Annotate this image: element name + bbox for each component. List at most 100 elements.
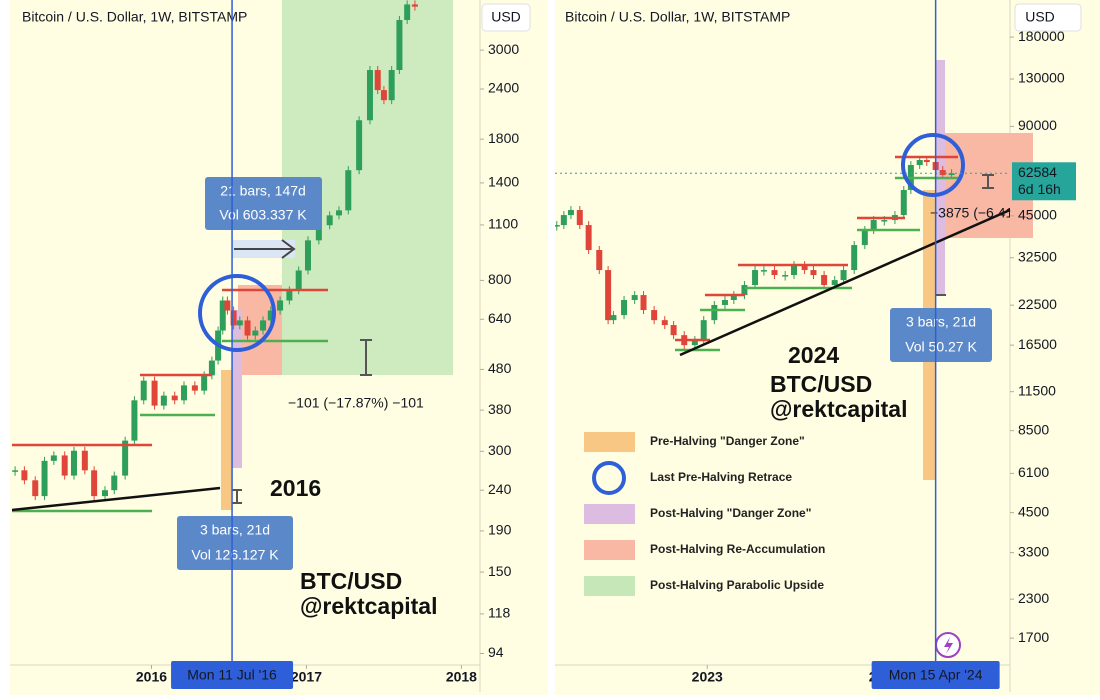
candle-body bbox=[326, 215, 333, 226]
y-tick-label: 130000 bbox=[1018, 70, 1065, 86]
alert-bolt bbox=[944, 637, 953, 654]
y-tick-label: 480 bbox=[488, 360, 512, 376]
y-tick-label: 3000 bbox=[488, 41, 519, 57]
candle-body bbox=[596, 249, 603, 271]
candle-body bbox=[286, 290, 293, 301]
candle-body bbox=[831, 280, 838, 286]
legend-swatch bbox=[584, 576, 635, 596]
currency-button[interactable] bbox=[481, 3, 531, 32]
candle-body bbox=[396, 20, 403, 71]
candle-body bbox=[782, 275, 789, 277]
currency-button[interactable] bbox=[1014, 3, 1082, 32]
measure-bracket bbox=[360, 339, 372, 376]
countdown-label: 6d 16h bbox=[1018, 181, 1061, 197]
candle-body bbox=[610, 315, 617, 321]
last-price-box bbox=[1012, 162, 1076, 201]
range-arrow bbox=[234, 239, 296, 259]
candle-body bbox=[585, 225, 592, 250]
y-tick-label: 94 bbox=[488, 644, 504, 660]
x-tick-label: 2017 bbox=[291, 669, 322, 685]
retrace-circle bbox=[901, 133, 965, 197]
candle-body bbox=[70, 450, 77, 476]
retrace-circle bbox=[198, 274, 276, 352]
legend-label: Post-Halving Re-Accumulation bbox=[650, 542, 825, 556]
candle-body bbox=[244, 320, 251, 336]
candle-body bbox=[939, 170, 946, 176]
handle-label: @rektcapital bbox=[770, 396, 907, 422]
measure-label: −101 (−17.87%) −101 bbox=[288, 395, 424, 411]
candle-body bbox=[791, 265, 798, 276]
candle-body bbox=[160, 395, 167, 406]
legend-label: Post-Halving Parabolic Upside bbox=[650, 578, 824, 592]
y-tick-label: 2300 bbox=[1018, 590, 1049, 606]
y-tick-label: 190 bbox=[488, 522, 512, 538]
legend-label: Post-Halving "Danger Zone" bbox=[650, 506, 811, 520]
y-tick-label: 6100 bbox=[1018, 464, 1049, 480]
handle-label: @rektcapital bbox=[300, 593, 437, 619]
candle-body bbox=[404, 4, 411, 21]
candle-body bbox=[21, 470, 28, 481]
candle-body bbox=[555, 225, 560, 227]
candle-body bbox=[840, 270, 847, 281]
y-tick-label: 1800 bbox=[488, 130, 519, 146]
y-tick-label: 800 bbox=[488, 271, 512, 287]
y-tick-label: 22500 bbox=[1018, 296, 1057, 312]
candle-body bbox=[560, 215, 567, 226]
candle-body bbox=[201, 375, 208, 391]
candle-body bbox=[295, 270, 302, 291]
measure-bracket bbox=[232, 489, 242, 504]
crosshair-box bbox=[171, 661, 294, 689]
candle-body bbox=[621, 299, 628, 316]
trendline bbox=[679, 208, 1011, 357]
y-tick-label: 1100 bbox=[488, 216, 518, 232]
candle-body bbox=[267, 310, 274, 321]
candle-body bbox=[810, 270, 817, 276]
candle-body bbox=[567, 210, 574, 216]
candle-body bbox=[41, 460, 48, 497]
measure-label: −3875 (−6.41% bbox=[930, 205, 1026, 221]
y-tick-label: 150 bbox=[488, 563, 512, 579]
candle-body bbox=[277, 300, 284, 311]
candle-body bbox=[315, 225, 322, 241]
range-box bbox=[205, 177, 322, 230]
candle-body bbox=[224, 300, 231, 311]
y-tick-label: 16500 bbox=[1018, 336, 1057, 352]
candle-body bbox=[900, 190, 907, 216]
y-tick-label: 4500 bbox=[1018, 503, 1049, 519]
y-tick-label: 300 bbox=[488, 442, 512, 458]
zone-vol: Vol 126.127 K bbox=[191, 547, 279, 563]
crosshair-label: Mon 11 Jul '16 bbox=[187, 667, 277, 683]
zone-box bbox=[890, 308, 992, 362]
y-tick-label: 90000 bbox=[1018, 117, 1057, 133]
candle-body bbox=[236, 320, 243, 326]
y-tick-label: 2400 bbox=[488, 80, 519, 96]
pair-label: BTC/USD bbox=[770, 371, 872, 397]
candle-body bbox=[32, 480, 39, 497]
candle-body bbox=[61, 455, 68, 476]
candle-body bbox=[140, 380, 147, 401]
candle-body bbox=[651, 310, 658, 321]
crosshair-box bbox=[871, 661, 1000, 689]
candle-body bbox=[948, 173, 955, 176]
range-bars: 21 bars, 147d bbox=[220, 183, 306, 199]
candle-body bbox=[219, 300, 226, 331]
y-tick-label: 640 bbox=[488, 310, 512, 326]
candle-body bbox=[252, 330, 259, 336]
y-tick-label: 180000 bbox=[1018, 28, 1065, 44]
y-tick-label: 1700 bbox=[1018, 629, 1049, 645]
legend-swatch bbox=[592, 461, 626, 495]
candle-body bbox=[171, 395, 178, 401]
y-tick-label: 240 bbox=[488, 481, 512, 497]
candle-body bbox=[576, 210, 583, 226]
candle-body bbox=[741, 285, 748, 296]
left-levels bbox=[11, 288, 328, 513]
candle-body bbox=[605, 270, 612, 321]
candle-body bbox=[12, 470, 19, 472]
candle-body bbox=[345, 170, 352, 211]
candle-body bbox=[721, 299, 728, 305]
last-price-label: 62584 bbox=[1018, 164, 1057, 180]
candle-body bbox=[881, 220, 888, 222]
y-tick-label: 3300 bbox=[1018, 543, 1049, 559]
year-label: 2024 bbox=[788, 342, 839, 368]
symbol-title: Bitcoin / U.S. Dollar, 1W, BITSTAMP bbox=[565, 9, 790, 25]
